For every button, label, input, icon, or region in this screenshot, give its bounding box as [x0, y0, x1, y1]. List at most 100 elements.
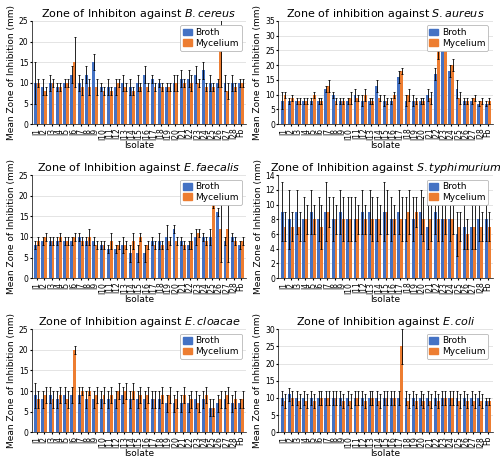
Bar [172, 229, 176, 278]
Bar [397, 398, 400, 432]
Bar [110, 395, 112, 432]
Bar [332, 398, 334, 432]
Bar [74, 237, 76, 278]
Bar [422, 100, 425, 124]
Bar [298, 226, 301, 278]
Bar [295, 398, 298, 432]
Bar [234, 399, 236, 432]
Bar [224, 399, 226, 432]
Bar [310, 398, 312, 432]
Bar [117, 245, 120, 278]
Bar [194, 237, 198, 278]
Bar [44, 395, 47, 432]
Bar [448, 398, 451, 432]
Bar [317, 219, 320, 278]
Bar [202, 71, 204, 124]
Bar [310, 100, 312, 124]
Bar [390, 100, 393, 124]
Bar [122, 245, 124, 278]
Bar [114, 399, 117, 432]
Bar [456, 234, 458, 278]
Bar [324, 89, 328, 124]
Bar [441, 36, 444, 124]
Bar [400, 71, 403, 124]
Bar [202, 237, 204, 278]
Bar [42, 399, 44, 432]
Bar [226, 395, 230, 432]
Title: Zone of Inhibiton against $\mathit{B.cereus}$: Zone of Inhibiton against $\mathit{B.cer… [42, 7, 236, 21]
Bar [466, 234, 468, 278]
Bar [371, 100, 374, 124]
X-axis label: Isolate: Isolate [124, 141, 154, 150]
Bar [212, 407, 215, 432]
X-axis label: Isolate: Isolate [370, 295, 400, 304]
Bar [434, 398, 436, 432]
Bar [422, 219, 425, 278]
Bar [150, 241, 154, 278]
Bar [37, 241, 40, 278]
Bar [161, 245, 164, 278]
Bar [161, 87, 164, 124]
Bar [122, 83, 124, 124]
Bar [231, 404, 234, 432]
Bar [361, 398, 364, 432]
Y-axis label: Mean Zone of Inhibition (mm): Mean Zone of Inhibition (mm) [254, 5, 262, 140]
Bar [342, 100, 345, 124]
Bar [63, 83, 66, 124]
Legend: Broth, Mycelium: Broth, Mycelium [180, 179, 242, 205]
Bar [34, 245, 37, 278]
Bar [317, 398, 320, 432]
Bar [165, 87, 168, 124]
Bar [150, 399, 154, 432]
Bar [48, 395, 51, 432]
Bar [187, 79, 190, 124]
Bar [102, 245, 106, 278]
Bar [484, 104, 488, 124]
Bar [144, 253, 146, 278]
Bar [129, 87, 132, 124]
Bar [397, 212, 400, 278]
Bar [100, 245, 102, 278]
Bar [376, 219, 378, 278]
Bar [158, 241, 161, 278]
Legend: Broth, Mycelium: Broth, Mycelium [426, 333, 488, 359]
Bar [122, 395, 124, 432]
Bar [234, 241, 236, 278]
Bar [478, 219, 480, 278]
Bar [37, 399, 40, 432]
Bar [414, 401, 418, 432]
Bar [419, 398, 422, 432]
Bar [354, 95, 356, 124]
Bar [419, 212, 422, 278]
Bar [48, 83, 51, 124]
Bar [419, 100, 422, 124]
Bar [458, 226, 462, 278]
Bar [349, 401, 352, 432]
Bar [194, 399, 198, 432]
Bar [219, 399, 222, 432]
Bar [356, 98, 360, 124]
Bar [426, 398, 430, 432]
Bar [168, 241, 171, 278]
Bar [165, 404, 168, 432]
Bar [63, 395, 66, 432]
Bar [158, 83, 161, 124]
Bar [78, 83, 80, 124]
Bar [312, 219, 316, 278]
Bar [463, 226, 466, 278]
Bar [198, 83, 200, 124]
Bar [95, 395, 98, 432]
Bar [473, 98, 476, 124]
Bar [451, 65, 454, 124]
Bar [110, 241, 112, 278]
Bar [306, 219, 308, 278]
Bar [100, 399, 102, 432]
Bar [180, 241, 182, 278]
Bar [448, 219, 451, 278]
Bar [444, 36, 447, 124]
Bar [117, 391, 120, 432]
Bar [393, 219, 396, 278]
Bar [209, 83, 212, 124]
Bar [463, 100, 466, 124]
Bar [136, 83, 139, 124]
